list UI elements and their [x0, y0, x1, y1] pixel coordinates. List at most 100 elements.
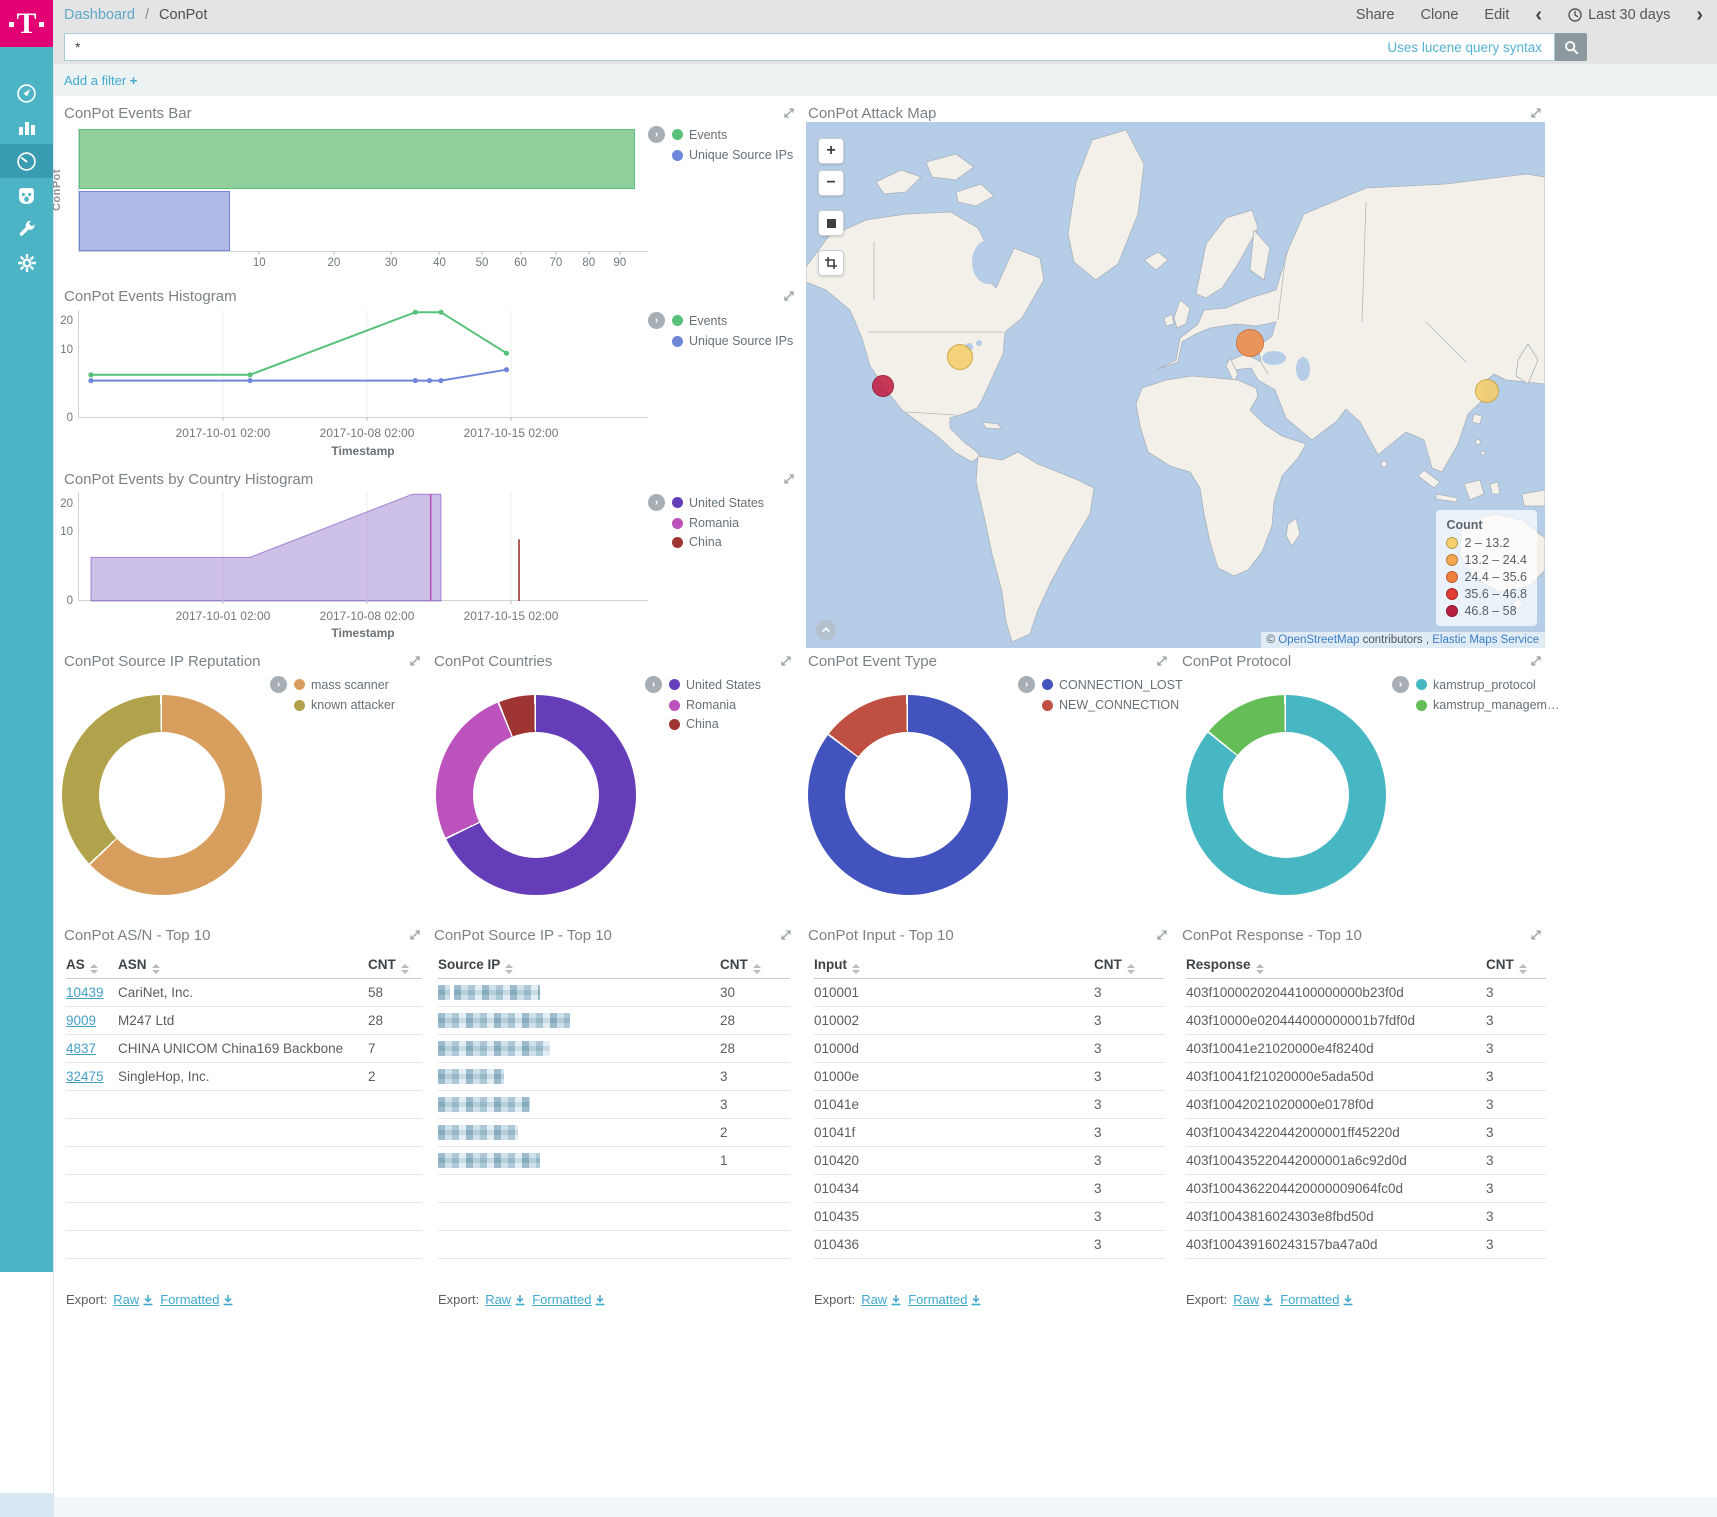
time-next-icon[interactable]: › [1696, 4, 1703, 26]
sort-icon[interactable] [89, 963, 98, 974]
add-filter-link[interactable]: Add a filter + [64, 72, 138, 88]
column-header-label[interactable]: AS [66, 956, 85, 972]
legend-toggle-icon[interactable]: › [648, 126, 665, 143]
search-input[interactable] [65, 39, 1388, 55]
expand-icon[interactable] [780, 929, 792, 941]
export-raw-link[interactable]: Raw [485, 1292, 526, 1307]
column-header-label[interactable]: Response [1186, 956, 1251, 972]
sort-icon[interactable] [752, 963, 761, 974]
bar-events[interactable] [79, 129, 635, 189]
sort-icon[interactable] [852, 963, 860, 974]
zoom-in-button[interactable]: + [818, 138, 844, 164]
legend-label[interactable]: Unique Source IPs [689, 148, 794, 162]
legend-toggle-icon[interactable]: › [648, 494, 665, 511]
attack-marker[interactable] [871, 375, 894, 398]
sort-icon[interactable] [1126, 963, 1135, 974]
column-header-label[interactable]: CNT [1094, 956, 1122, 972]
legend-label[interactable]: Unique Source IPs [689, 334, 794, 348]
as-number-link[interactable]: 10439 [66, 985, 104, 1000]
column-header-label[interactable]: CNT [1486, 956, 1514, 972]
tmobile-logo[interactable]: T [0, 0, 53, 47]
draw-filter-button[interactable] [818, 250, 844, 276]
export-formatted-link[interactable]: Formatted [532, 1292, 606, 1307]
sidebar-item-dashboard[interactable] [0, 144, 53, 178]
expand-icon[interactable] [1530, 107, 1542, 119]
legend-label[interactable]: Romania [686, 698, 737, 712]
export-raw-link[interactable]: Raw [861, 1292, 902, 1307]
sidebar-item-visualize[interactable] [0, 110, 53, 144]
as-number-link[interactable]: 4837 [66, 1041, 97, 1056]
sort-icon[interactable] [151, 963, 160, 974]
sidebar-item-devtools[interactable] [0, 212, 53, 246]
export-raw-link[interactable]: Raw [113, 1292, 154, 1307]
legend-toggle-icon[interactable]: › [1392, 676, 1409, 693]
legend-label[interactable]: kamstrup_managem… [1433, 698, 1560, 712]
openstreetmap-link[interactable]: OpenStreetMap [1278, 634, 1360, 646]
attack-marker[interactable] [1474, 378, 1499, 403]
legend-label[interactable]: Romania [689, 516, 740, 530]
breadcrumb-dashboard-link[interactable]: Dashboard [64, 7, 135, 23]
export-formatted-link[interactable]: Formatted [908, 1292, 982, 1307]
clone-button[interactable]: Clone [1420, 7, 1459, 23]
legend-label[interactable]: China [686, 717, 719, 731]
legend-toggle-icon[interactable]: › [648, 312, 665, 329]
column-header-label[interactable]: Source IP [438, 956, 501, 972]
expand-icon[interactable] [1530, 655, 1542, 667]
legend-label[interactable]: mass scanner [311, 677, 389, 692]
zoom-out-button[interactable]: − [818, 170, 844, 196]
expand-icon[interactable] [409, 655, 421, 667]
legend-label[interactable]: Events [689, 127, 728, 142]
lucene-syntax-link[interactable]: Uses lucene query syntax [1387, 39, 1542, 55]
legend-label[interactable]: China [689, 535, 722, 549]
column-header-label[interactable]: CNT [720, 956, 748, 972]
reputation-donut[interactable] [62, 695, 262, 895]
attack-marker[interactable] [946, 344, 973, 371]
share-button[interactable]: Share [1355, 7, 1395, 23]
edit-button[interactable]: Edit [1484, 7, 1510, 23]
expand-icon[interactable] [783, 107, 795, 119]
sort-icon[interactable] [400, 963, 409, 974]
attack-map[interactable]: + − Count 2 – 13.2 13.2 – 24.4 24.4 – 35.6… [806, 122, 1545, 648]
event-type-donut[interactable] [808, 695, 1008, 895]
sidebar-item-management[interactable] [0, 246, 53, 280]
legend-label[interactable]: United States [689, 495, 765, 510]
expand-icon[interactable] [1156, 655, 1168, 667]
export-formatted-link[interactable]: Formatted [1280, 1292, 1354, 1307]
expand-icon[interactable] [409, 929, 421, 941]
column-header-label[interactable]: CNT [368, 956, 396, 972]
legend-label[interactable]: NEW_CONNECTION [1059, 698, 1180, 712]
sort-icon[interactable] [505, 963, 514, 974]
expand-icon[interactable] [783, 290, 795, 302]
legend-label[interactable]: known attacker [311, 698, 396, 712]
time-range-picker[interactable]: Last 30 days [1568, 7, 1670, 23]
as-number-link[interactable]: 32475 [66, 1069, 104, 1084]
column-header-label[interactable]: ASN [118, 956, 147, 972]
legend-toggle-icon[interactable]: › [645, 676, 662, 693]
legend-label[interactable]: kamstrup_protocol [1433, 677, 1536, 692]
search-button[interactable] [1555, 33, 1587, 61]
sidebar-item-discover[interactable] [0, 76, 53, 110]
sidebar-collapse-area[interactable] [0, 1493, 53, 1517]
time-prev-icon[interactable]: ‹ [1535, 4, 1543, 26]
sort-icon[interactable] [1518, 963, 1527, 974]
attack-marker[interactable] [1236, 328, 1265, 357]
sidebar-item-timelion[interactable] [0, 178, 53, 212]
as-number-link[interactable]: 9009 [66, 1013, 97, 1028]
protocol-donut[interactable] [1186, 695, 1386, 895]
countries-donut[interactable] [436, 695, 636, 895]
export-formatted-link[interactable]: Formatted [160, 1292, 234, 1307]
expand-icon[interactable] [1156, 929, 1168, 941]
elastic-maps-link[interactable]: Elastic Maps Service [1432, 634, 1539, 646]
sort-icon[interactable] [1255, 963, 1264, 974]
fit-bounds-button[interactable] [818, 210, 844, 236]
legend-toggle-icon[interactable]: › [270, 676, 287, 693]
legend-toggle-icon[interactable]: › [1018, 676, 1035, 693]
export-raw-link[interactable]: Raw [1233, 1292, 1274, 1307]
legend-label[interactable]: Events [689, 313, 728, 328]
bar-unique-source-ips[interactable] [79, 191, 230, 251]
expand-icon[interactable] [1530, 929, 1542, 941]
map-collapse-button[interactable] [816, 620, 836, 640]
column-header-label[interactable]: Input [814, 956, 847, 972]
expand-icon[interactable] [780, 655, 792, 667]
legend-label[interactable]: United States [686, 677, 762, 692]
